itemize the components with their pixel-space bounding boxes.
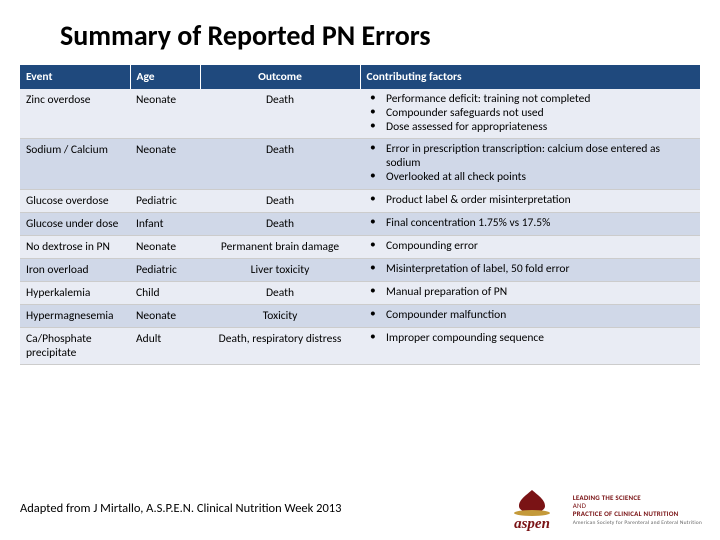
cell-factors: Final concentration 1.75% vs 17.5%	[360, 212, 700, 235]
factor-item: Dose assessed for appropriateness	[366, 121, 694, 135]
factor-item: Overlooked at all check points	[366, 171, 694, 185]
table-row: No dextrose in PNNeonatePermanent brain …	[20, 235, 700, 258]
cell-factors: Performance deficit: training not comple…	[360, 89, 700, 139]
cell-age: Pediatric	[130, 258, 200, 281]
cell-event: Iron overload	[20, 258, 130, 281]
logo-brand-text: aspen	[514, 516, 550, 532]
factor-item: Final concentration 1.75% vs 17.5%	[366, 217, 694, 231]
logo-subtext: American Society for Parenteral and Ente…	[573, 520, 702, 526]
col-header-age: Age	[130, 65, 200, 89]
cell-event: Zinc overdose	[20, 89, 130, 139]
cell-factors: Compounding error	[360, 235, 700, 258]
factor-item: Compounder malfunction	[366, 309, 694, 323]
table-row: Glucose overdosePediatricDeath Product la…	[20, 189, 700, 212]
table-row: Iron overloadPediatricLiver toxicity Misi…	[20, 258, 700, 281]
cell-age: Adult	[130, 327, 200, 364]
table-row: Sodium / CalciumNeonateDeathError in pre…	[20, 139, 700, 189]
col-header-factors: Contributing factors	[360, 65, 700, 89]
cell-factors: Improper compounding sequence	[360, 327, 700, 364]
cell-factors: Misinterpretation of label, 50 fold erro…	[360, 258, 700, 281]
cell-outcome: Liver toxicity	[200, 258, 360, 281]
factor-item: Manual preparation of PN	[366, 286, 694, 300]
citation-text: Adapted from J Mirtallo, A.S.P.E.N. Clin…	[20, 501, 341, 516]
cell-outcome: Death	[200, 89, 360, 139]
aspen-logo: aspen LEADING THE SCIENCE AND PRACTICE O…	[497, 488, 702, 532]
cell-outcome: Death	[200, 212, 360, 235]
cell-outcome: Death, respiratory distress	[200, 327, 360, 364]
factor-item: Misinterpretation of label, 50 fold erro…	[366, 263, 694, 277]
cell-factors: Error in prescription transcription: cal…	[360, 139, 700, 189]
cell-age: Neonate	[130, 89, 200, 139]
cell-age: Neonate	[130, 235, 200, 258]
logo-tagline-3: PRACTICE OF CLINICAL NUTRITION	[573, 509, 679, 518]
cell-age: Neonate	[130, 139, 200, 189]
cell-factors: Compounder malfunction	[360, 304, 700, 327]
cell-factors: Product label & order misinterpretation	[360, 189, 700, 212]
aspen-logo-icon: aspen	[497, 488, 567, 532]
cell-age: Pediatric	[130, 189, 200, 212]
cell-outcome: Permanent brain damage	[200, 235, 360, 258]
logo-tagline: LEADING THE SCIENCE AND PRACTICE OF CLIN…	[573, 494, 702, 525]
cell-outcome: Death	[200, 189, 360, 212]
cell-event: Hyperkalemia	[20, 281, 130, 304]
cell-event: Ca/Phosphate precipitate	[20, 327, 130, 364]
cell-event: Hypermagnesemia	[20, 304, 130, 327]
table-header-row: Event Age Outcome Contributing factors	[20, 65, 700, 89]
errors-table: Event Age Outcome Contributing factors Z…	[20, 65, 701, 365]
cell-outcome: Death	[200, 281, 360, 304]
table-row: HyperkalemiaChildDeath Manual preparation…	[20, 281, 700, 304]
factor-item: Product label & order misinterpretation	[366, 194, 694, 208]
table-row: Glucose under doseInfantDeath Final conce…	[20, 212, 700, 235]
cell-age: Infant	[130, 212, 200, 235]
factor-item: Performance deficit: training not comple…	[366, 93, 694, 107]
cell-event: Glucose under dose	[20, 212, 130, 235]
page-title: Summary of Reported PN Errors	[0, 0, 720, 61]
cell-factors: Manual preparation of PN	[360, 281, 700, 304]
cell-event: Sodium / Calcium	[20, 139, 130, 189]
cell-outcome: Toxicity	[200, 304, 360, 327]
cell-outcome: Death	[200, 139, 360, 189]
cell-age: Child	[130, 281, 200, 304]
cell-event: No dextrose in PN	[20, 235, 130, 258]
cell-event: Glucose overdose	[20, 189, 130, 212]
factor-item: Error in prescription transcription: cal…	[366, 143, 694, 171]
factor-item: Improper compounding sequence	[366, 332, 694, 346]
table-row: HypermagnesemiaNeonateToxicity Compounder…	[20, 304, 700, 327]
factor-item: Compounding error	[366, 240, 694, 254]
col-header-event: Event	[20, 65, 130, 89]
factor-item: Compounder safeguards not used	[366, 107, 694, 121]
table-row: Ca/Phosphate precipitateAdultDeath, resp…	[20, 327, 700, 364]
cell-age: Neonate	[130, 304, 200, 327]
table-row: Zinc overdoseNeonateDeath Performance def…	[20, 89, 700, 139]
col-header-outcome: Outcome	[200, 65, 360, 89]
